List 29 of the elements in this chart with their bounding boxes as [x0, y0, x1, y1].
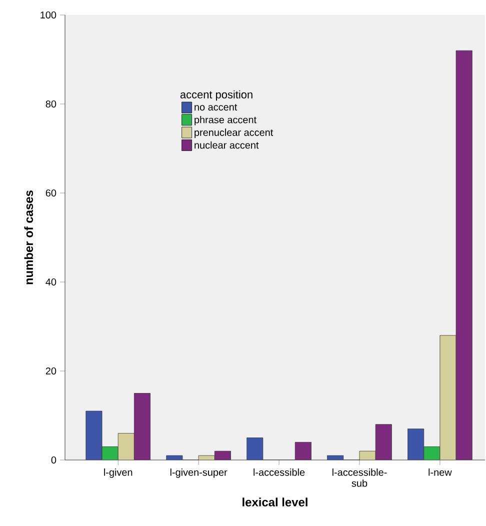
x-tick-label: l-given: [104, 468, 132, 478]
y-axis-title: number of cases: [24, 190, 34, 284]
y-tick-label: 100: [40, 11, 56, 19]
legend-label: nuclear accent: [194, 141, 259, 149]
x-tick-label: l-accessible: [254, 468, 305, 476]
bar: [118, 433, 134, 460]
x-tick-label: l-given-super: [170, 468, 228, 478]
y-tick-label: 0: [51, 456, 56, 464]
bar: [440, 335, 456, 460]
legend-label: prenuclear accent: [194, 128, 274, 138]
y-tick-label: 20: [46, 367, 56, 375]
bar: [134, 393, 150, 460]
bar: [375, 424, 392, 460]
bar: [294, 442, 312, 460]
bar: [408, 428, 424, 460]
bar: [456, 50, 472, 460]
y-tick-label: 80: [46, 100, 56, 108]
bar: [424, 446, 440, 460]
x-tick-label: l-new: [428, 468, 452, 476]
legend-label: phrase accent: [194, 116, 256, 126]
bar: [246, 438, 264, 460]
x-axis-title: lexical level: [242, 498, 308, 506]
legend-label: no accent: [194, 104, 238, 111]
x-tick-label: l-accessible-sub: [332, 468, 387, 487]
y-tick-label: 60: [46, 189, 56, 197]
legend-title: accent position: [180, 90, 252, 101]
bar: [86, 410, 102, 460]
y-tick-label: 40: [46, 278, 56, 286]
bar: [102, 446, 118, 460]
